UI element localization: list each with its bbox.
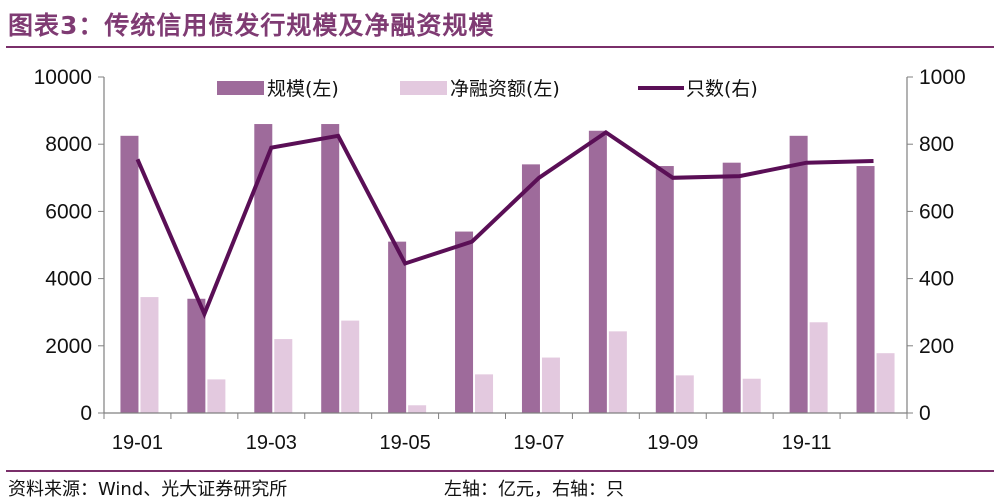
bar-net-financing [742, 378, 761, 413]
bars-net-financing-series [140, 297, 895, 413]
bar-net-financing [207, 379, 226, 413]
bar-net-financing [876, 353, 895, 413]
y-left-tick-label: 4000 [45, 268, 92, 291]
bar-scale [187, 298, 206, 413]
bar-scale [655, 166, 674, 413]
axes: 0 2000 4000 6000 8000 10000 0 200 400 600 800 1000 1… [34, 66, 966, 454]
bar-net-financing [341, 320, 360, 413]
y-right-tick-label: 800 [919, 133, 954, 156]
bar-net-financing [809, 322, 828, 413]
bar-net-financing [408, 405, 427, 413]
y-right-tick-label: 400 [919, 268, 954, 291]
title-bar: 图表3：传统信用债发行规模及净融资规模 [0, 0, 999, 46]
bar-net-financing [475, 374, 494, 413]
bar-net-financing [608, 331, 627, 413]
bar-scale [789, 135, 808, 414]
bar-net-financing [140, 297, 159, 413]
bar-scale [388, 241, 407, 413]
legend-label-count: 只数(右) [686, 78, 758, 100]
y-left-tick-label: 2000 [45, 335, 92, 358]
y-left-tick-label: 6000 [45, 200, 92, 223]
legend-label-scale: 规模(左) [267, 78, 339, 100]
bar-scale [856, 166, 875, 413]
bar-net-financing [541, 357, 560, 413]
footer: 资料来源：Wind、光大证券研究所 左轴：亿元，右轴：只 [8, 475, 624, 501]
bar-net-financing [274, 339, 293, 413]
x-tick-label: 19-07 [513, 432, 564, 454]
bar-scale [455, 231, 474, 413]
bar-scale [588, 130, 607, 413]
count-line [135, 129, 874, 320]
x-tick-label: 19-01 [112, 432, 163, 454]
bar-scale [254, 124, 273, 413]
y-right-tick-label: 200 [919, 335, 954, 358]
y-right-tick-label: 1000 [919, 66, 966, 89]
x-tick-label: 19-03 [246, 432, 297, 454]
axis-unit-note: 左轴：亿元，右轴：只 [444, 479, 624, 500]
chart-canvas: 0 2000 4000 6000 8000 10000 0 200 400 600 800 1000 1… [34, 66, 966, 454]
legend-swatch-net-financing [400, 81, 447, 95]
y-left-tick-label: 8000 [45, 133, 92, 156]
title-divider [6, 46, 994, 48]
bar-scale [120, 135, 139, 414]
y-left-tick-label: 0 [80, 402, 92, 425]
chart-title: 图表3：传统信用债发行规模及净融资规模 [8, 11, 495, 40]
x-tick-label: 19-11 [782, 432, 832, 454]
bar-net-financing [675, 375, 694, 413]
x-tick-label: 19-05 [380, 432, 431, 454]
legend: 规模(左) 净融资额(左) 只数(右) [217, 78, 758, 100]
y-right-tick-label: 0 [919, 402, 931, 425]
bar-scale [321, 124, 340, 413]
bars-scale-series [120, 124, 875, 414]
legend-label-net-financing: 净融资额(左) [450, 78, 560, 100]
footer-divider [6, 470, 994, 472]
bar-scale [722, 162, 741, 413]
y-right-tick-label: 600 [919, 200, 954, 223]
y-left-tick-label: 10000 [34, 66, 92, 89]
line-count-series [135, 129, 874, 320]
legend-swatch-scale [217, 81, 264, 95]
x-tick-label: 19-09 [647, 432, 698, 454]
source-note: 资料来源：Wind、光大证券研究所 [8, 479, 288, 500]
bar-scale [521, 164, 540, 413]
